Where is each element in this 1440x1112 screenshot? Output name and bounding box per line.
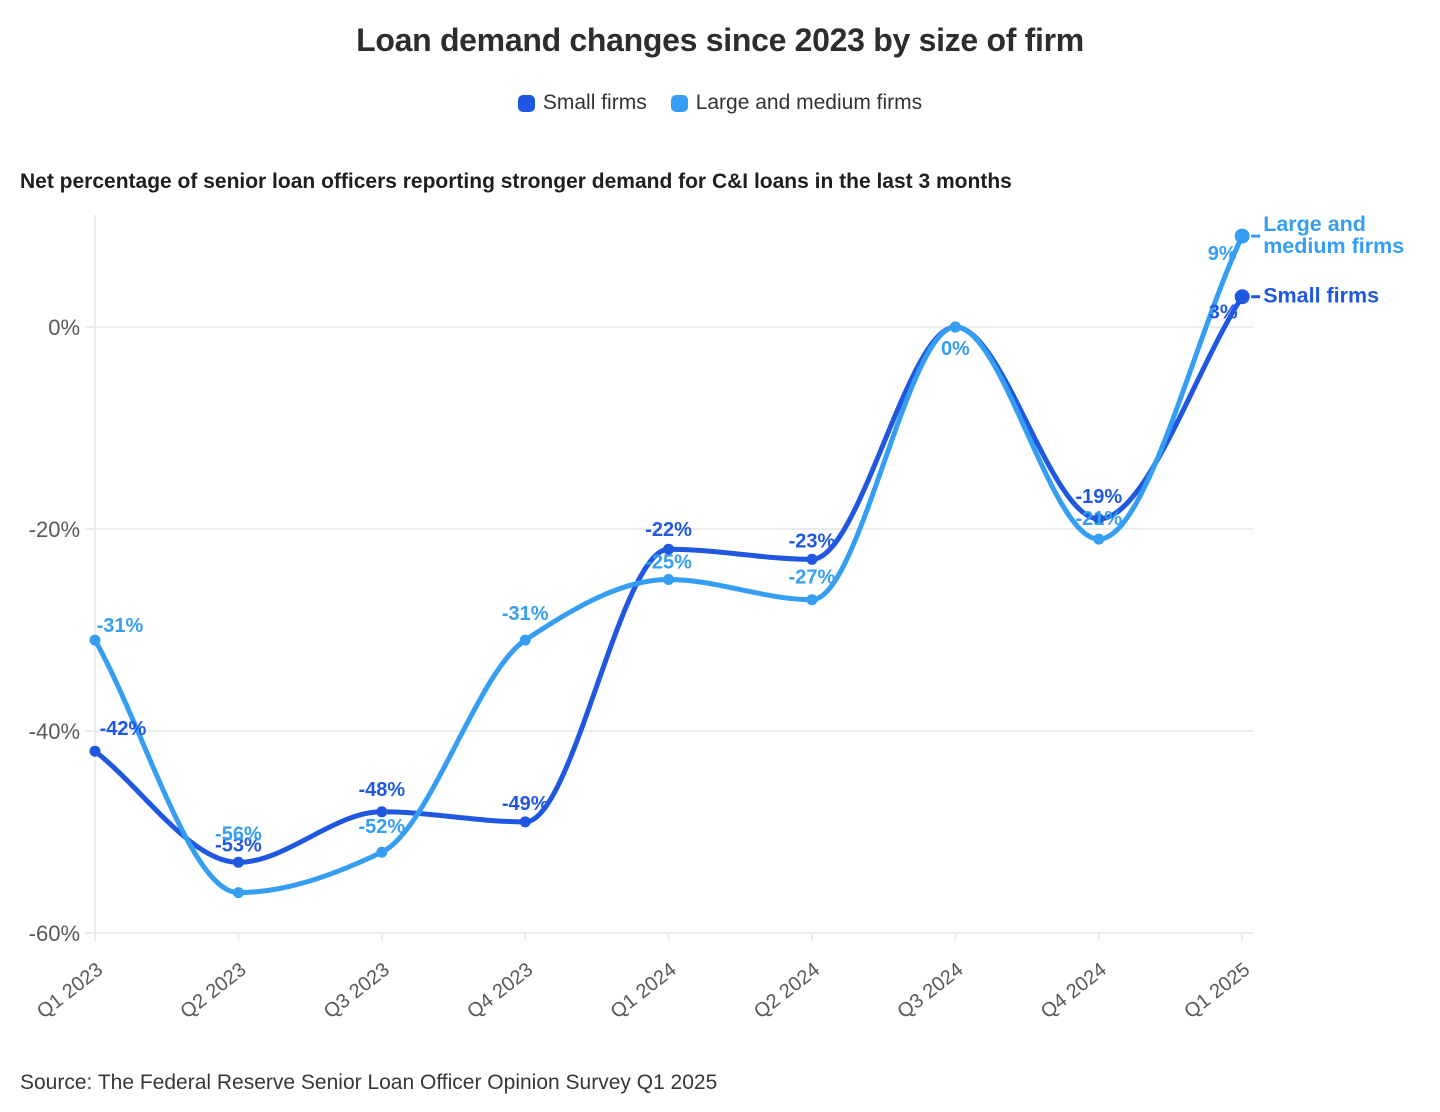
legend-label-small-firms: Small firms <box>542 91 647 114</box>
y-tick-label: 0% <box>48 315 80 340</box>
point-large-and-medium-firms-7 <box>1093 533 1105 545</box>
x-tick-label: Q2 2024 <box>750 959 824 1024</box>
point-small-firms-4 <box>663 543 675 555</box>
value-label-small-firms-0: -42% <box>100 718 147 740</box>
x-tick-label: Q4 2024 <box>1037 959 1111 1024</box>
series-end-label-small-firms: Small firms <box>1263 284 1379 308</box>
line-small-firms <box>92 294 1245 865</box>
value-label-large-and-medium-firms-3: -31% <box>502 603 549 625</box>
source-note: Source: The Federal Reserve Senior Loan … <box>20 1071 718 1094</box>
loan-demand-line-chart: 0% -20% -40% -60% Q1 2023 Q2 2023 Q3 2023 Q4 20… <box>29 212 1405 1024</box>
value-label-small-firms-7: -19% <box>1075 486 1122 508</box>
value-label-small-firms-1: -53% <box>215 834 262 856</box>
point-large-and-medium-firms-5 <box>806 594 818 606</box>
point-large-and-medium-firms-1 <box>232 887 244 899</box>
value-label-small-firms-8: 3% <box>1209 302 1238 324</box>
value-label-large-and-medium-firms-5: -27% <box>789 567 836 589</box>
value-label-large-and-medium-firms-2: -52% <box>358 816 405 838</box>
point-small-firms-8 <box>1234 289 1250 305</box>
legend-swatch-large-medium-firms-icon <box>670 94 688 112</box>
chart-subtitle: Net percentage of senior loan officers r… <box>20 170 1012 193</box>
point-large-and-medium-firms-6 <box>949 321 961 333</box>
legend: Small firms Large and medium firms <box>0 91 1440 115</box>
x-tick-label: Q3 2024 <box>893 959 967 1024</box>
point-large-and-medium-firms-4 <box>663 574 675 585</box>
value-label-large-and-medium-firms-4: -25% <box>645 552 692 574</box>
point-small-firms-1 <box>232 856 244 868</box>
line-large-and-medium-firms <box>92 233 1245 896</box>
point-small-firms-7 <box>1093 513 1105 525</box>
x-tick-label: Q1 2025 <box>1180 959 1254 1024</box>
legend-item-small-firms: Small firms <box>517 91 647 115</box>
value-label-small-firms-5: -23% <box>789 530 836 552</box>
value-label-large-and-medium-firms-6: 0% <box>941 338 970 360</box>
point-large-and-medium-firms-3 <box>519 634 531 646</box>
point-large-and-medium-firms-0 <box>89 634 101 646</box>
x-tick-label: Q4 2023 <box>463 959 537 1024</box>
legend-swatch-small-firms-icon <box>517 94 535 112</box>
legend-item-large-medium-firms: Large and medium firms <box>670 91 923 115</box>
y-tick-label: -60% <box>29 921 80 946</box>
series-end-label-large-and-medium-firms: medium firms <box>1263 234 1404 258</box>
point-large-and-medium-firms-2 <box>376 846 388 858</box>
chart-title: Loan demand changes since 2023 by size o… <box>356 22 1084 58</box>
value-label-large-and-medium-firms-7: -21% <box>1075 508 1122 530</box>
value-label-small-firms-4: -22% <box>645 519 692 541</box>
point-small-firms-5 <box>806 553 818 565</box>
value-label-small-firms-3: -49% <box>502 793 549 815</box>
value-label-large-and-medium-firms-8: 9% <box>1208 243 1237 265</box>
x-tick-label: Q1 2024 <box>607 959 681 1024</box>
x-tick-label: Q1 2023 <box>33 959 107 1024</box>
legend-label-large-medium-firms: Large and medium firms <box>695 91 923 114</box>
x-tick-label: Q3 2023 <box>320 959 394 1024</box>
value-label-large-and-medium-firms-1: -56% <box>215 824 262 846</box>
point-small-firms-0 <box>89 745 101 757</box>
y-tick-label: -40% <box>29 719 80 744</box>
value-label-small-firms-2: -48% <box>358 779 405 801</box>
x-tick-label: Q2 2023 <box>176 959 250 1024</box>
series-end-label-large-and-medium-firms: Large and <box>1263 212 1366 236</box>
point-small-firms-2 <box>376 806 388 818</box>
point-small-firms-3 <box>519 816 531 828</box>
value-label-large-and-medium-firms-0: -31% <box>97 615 144 637</box>
y-tick-label: -20% <box>29 517 80 542</box>
point-large-and-medium-firms-8 <box>1234 228 1250 244</box>
